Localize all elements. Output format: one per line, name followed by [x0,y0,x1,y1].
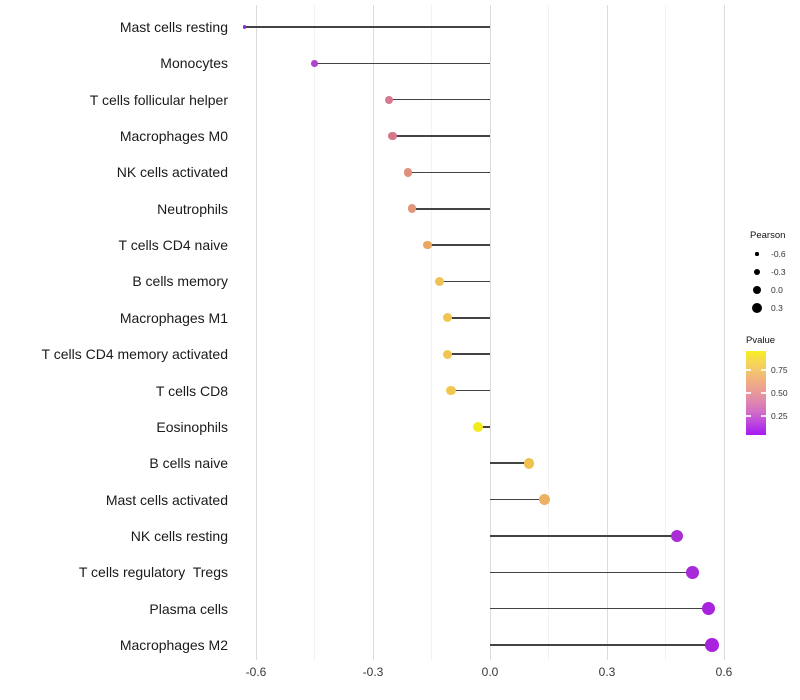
lollipop-segment [314,62,490,65]
grid-line-major [255,5,257,660]
grid-line-major [606,5,608,660]
y-axis-label: B cells memory [132,273,228,290]
lollipop-segment [490,535,678,537]
lollipop-dot [423,240,432,250]
colorbar-tick [761,415,766,417]
pearson-legend-dot [755,252,759,256]
lollipop-dot [705,638,720,652]
lollipop-segment [392,135,490,137]
y-axis-label: Macrophages M0 [119,128,228,145]
y-axis-label: NK cells resting [130,527,228,544]
lollipop-dot [671,529,684,543]
y-axis-label: NK cells activated [116,164,228,181]
y-axis-label: Neutrophils [157,200,228,217]
y-axis-label: Monocytes [160,55,228,72]
grid-line-major [723,5,725,660]
lollipop-dot [242,25,246,29]
pearson-legend-dot [751,302,763,314]
grid-line-minor [431,5,432,660]
y-axis-label: B cells naive [149,455,228,472]
grid-line-minor [314,5,315,660]
lollipop-dot [407,204,417,214]
pearson-legend-dot [753,268,761,276]
lollipop-dot [403,168,413,177]
grid-line-minor [665,5,666,660]
x-tick-label: 0.3 [598,665,616,679]
y-axis-label: Macrophages M2 [119,636,228,653]
lollipop-dot [523,457,535,469]
lollipop-segment [447,317,490,319]
grid-line-minor [548,5,549,660]
lollipop-dot [538,493,551,506]
lollipop-segment [451,389,490,392]
grid-line-major [372,5,374,660]
y-axis-label: T cells CD4 naive [118,237,228,254]
pvalue-colorbar [746,351,766,435]
grid-line-major [489,5,491,660]
lollipop-dot [473,421,484,432]
colorbar-tick [746,415,751,417]
colorbar-tick [746,369,751,371]
pearson-legend-label: 0.3 [771,303,783,313]
lollipop-segment [447,353,490,355]
lollipop-segment [478,426,490,428]
lollipop-dot [686,565,700,579]
pvalue-legend-label: 0.50 [771,387,788,398]
pearson-size-legend: Pearson -0.6 -0.3 0.0 0.3 [744,226,800,326]
plot-panel [233,5,740,660]
lollipop-dot [442,349,452,359]
lollipop-dot [434,276,444,286]
colorbar-tick [761,392,766,394]
y-axis-label: T cells regulatory Tregs [78,564,228,581]
y-axis-label: Plasma cells [149,600,228,617]
lollipop-dot [384,95,393,104]
colorbar-tick [746,392,751,394]
y-axis-label: Macrophages M1 [119,309,228,326]
y-axis-label: T cells CD8 [155,382,228,399]
x-tick-label: 0.6 [715,665,733,679]
pvalue-legend-title: Pvalue [746,335,776,346]
lollipop-segment [412,208,490,210]
lollipop-dot [446,385,456,396]
lollipop-segment [439,280,490,283]
pearson-legend-label: -0.6 [771,249,786,259]
pvalue-legend-label: 0.25 [771,410,788,421]
pearson-legend-title: Pearson [750,230,786,241]
lollipop-segment [490,607,709,610]
pvalue-legend-label: 0.75 [771,364,788,375]
pvalue-color-legend: Pvalue 0.75 0.50 0.25 [744,330,800,450]
lollipop-segment [490,644,713,646]
y-axis-label: Eosinophils [156,418,228,435]
y-axis-label: Mast cells resting [119,19,228,35]
lollipop-segment [388,98,490,101]
x-tick-label: -0.3 [362,665,384,679]
x-tick-label: -0.6 [245,665,267,679]
pearson-legend-label: 0.0 [771,285,783,295]
lollipop-segment [427,244,490,246]
pearson-legend-label: -0.3 [771,267,786,277]
pearson-legend-dot [752,285,762,295]
lollipop-segment [490,462,529,464]
lollipop-segment [490,571,693,573]
y-axis-label: Mast cells activated [105,491,228,508]
lollipop-dot [388,131,397,141]
x-tick-label: 0.0 [481,665,499,679]
lollipop-dot [311,60,318,67]
colorbar-tick [761,369,766,371]
lollipop-segment [408,171,490,174]
lollipop-dot [701,601,716,616]
lollipop-dot [442,313,452,323]
lollipop-segment [244,26,490,28]
y-axis-label: T cells follicular helper [89,91,228,108]
y-axis-label: T cells CD4 memory activated [41,346,228,363]
lollipop-segment [490,498,545,501]
